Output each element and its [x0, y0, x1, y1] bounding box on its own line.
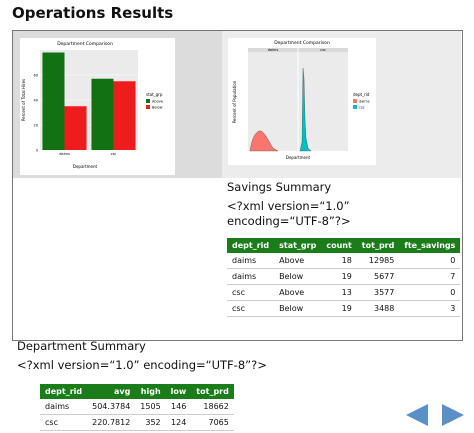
table-cell: Above [274, 284, 322, 301]
legend-label: Below [152, 106, 163, 110]
table-cell: daims [40, 399, 88, 415]
table-cell: 3488 [356, 300, 400, 317]
chart-title: Department Comparison [274, 40, 330, 46]
column-header: tot_prd [191, 384, 234, 399]
legend-swatch [353, 99, 357, 103]
column-header: avg [87, 384, 136, 399]
next-button[interactable] [442, 404, 464, 426]
table-cell: 18 [321, 253, 357, 269]
bar [42, 52, 65, 150]
xml-text: <?xml version=“1.0” encoding=“UTF-8”?> [227, 199, 351, 228]
column-header: count [321, 238, 357, 253]
bar [91, 78, 114, 150]
x-axis-label: Department [286, 155, 311, 160]
table-row: csc 220.7812 352 124 7065 [40, 414, 234, 431]
column-header: stat_grp [274, 238, 322, 253]
table-cell: 0 [399, 284, 461, 301]
table-row: csc Above 13 3577 0 [227, 284, 461, 301]
facet-strip [248, 48, 298, 52]
chart-title: Department Comparison [57, 41, 113, 47]
table-cell: Above [274, 253, 322, 269]
table-cell: 1505 [135, 399, 166, 415]
density-chart: Department Comparison daims csc Departme… [228, 38, 376, 165]
bar [64, 106, 87, 150]
y-axis-label: Percent of Total Hires [21, 79, 26, 121]
table-cell: csc [227, 284, 275, 301]
table-cell: csc [227, 300, 275, 317]
table-cell: 3 [399, 300, 461, 317]
table-cell: 7 [399, 268, 461, 285]
y-axis-label: Percent of Population [232, 80, 237, 123]
table-cell: daims [227, 253, 275, 269]
column-header: dept_rid [40, 384, 88, 399]
density-shape [249, 130, 279, 152]
density-shape [299, 67, 312, 152]
facet-strip [298, 48, 348, 52]
table-cell: 3577 [356, 284, 400, 301]
bar-chart: Department Comparison Department Percent… [20, 38, 175, 175]
table-cell: daims [227, 268, 275, 285]
x-tick-label: csc [111, 152, 117, 156]
table-cell: 124 [165, 414, 192, 431]
legend-swatch [353, 105, 357, 109]
facet-label: daims [268, 48, 279, 52]
legend-swatch [146, 99, 150, 103]
y-tick-label: 0 [36, 148, 38, 152]
facet-label: csc [320, 48, 326, 52]
bar [113, 81, 136, 150]
table-cell: 12985 [356, 253, 400, 269]
column-header: tot_prd [356, 238, 400, 253]
legend-label: daims [359, 100, 370, 104]
table-cell: Below [274, 268, 322, 285]
table-row: daims 504.3784 1505 146 18662 [40, 399, 234, 415]
y-tick-label: 40 [34, 98, 38, 102]
header-row: dept_rid avg high low tot_prd [40, 384, 234, 399]
table-cell: 146 [165, 399, 192, 415]
table-cell: 19 [321, 268, 357, 285]
table-cell: 220.7812 [87, 414, 136, 431]
x-axis-label: Department [73, 164, 98, 169]
legend-label: Above [152, 100, 163, 104]
table-cell: Below [274, 300, 322, 317]
department-table: dept_rid avg high low tot_prd daims 504.3784 15… [40, 384, 234, 431]
column-header: dept_rid [227, 238, 275, 253]
x-tick-label: daims [59, 152, 70, 156]
table-row: csc Below 19 3488 3 [227, 300, 461, 317]
table-row: daims Above 18 12985 0 [227, 253, 461, 269]
y-tick-label: 20 [34, 123, 38, 127]
legend-title: dept_rid [353, 92, 370, 97]
table-cell: csc [40, 414, 88, 431]
table-cell: 0 [399, 253, 461, 269]
header-row: dept_rid stat_grp count tot_prd fte_savings [227, 238, 461, 253]
table-cell: 352 [135, 414, 166, 431]
legend-title: stat_grp [146, 92, 163, 97]
column-header: high [135, 384, 166, 399]
section-title: Department Summary [17, 339, 146, 353]
table-cell: 504.3784 [87, 399, 136, 415]
navigation [406, 404, 464, 426]
legend-label: csc [359, 106, 365, 110]
column-header: fte_savings [399, 238, 461, 253]
savings-table: dept_rid stat_grp count tot_prd fte_savings d… [227, 238, 461, 317]
legend-swatch [146, 105, 150, 109]
xml-text: <?xml version=“1.0” encoding=“UTF-8”?> [17, 358, 267, 372]
table-cell: 7065 [191, 414, 234, 431]
table-cell: 5677 [356, 268, 400, 285]
section-title: Savings Summary [227, 180, 332, 194]
table-cell: 19 [321, 300, 357, 317]
page-title: Operations Results [12, 4, 174, 22]
column-header: low [165, 384, 192, 399]
table-row: daims Below 19 5677 7 [227, 268, 461, 285]
y-tick-label: 60 [34, 73, 38, 77]
table-cell: 18662 [191, 399, 234, 415]
previous-button[interactable] [406, 404, 428, 426]
table-cell: 13 [321, 284, 357, 301]
